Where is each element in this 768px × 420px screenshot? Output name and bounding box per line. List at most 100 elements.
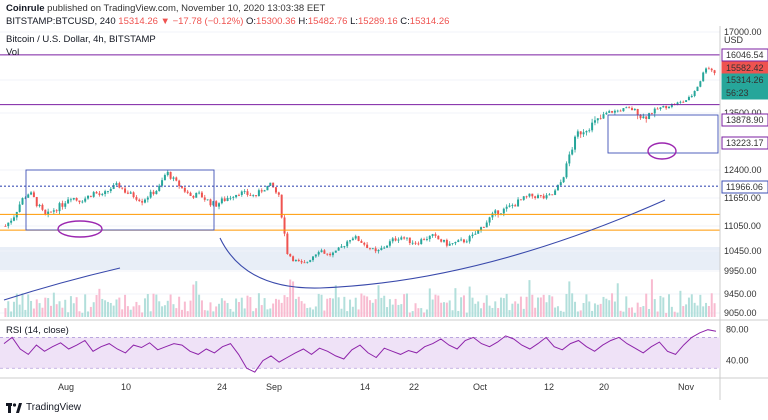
volume-bar	[124, 294, 127, 317]
volume-bar	[346, 311, 349, 317]
candle-body	[72, 197, 75, 200]
candle-body	[630, 108, 633, 111]
candle-body	[565, 163, 568, 178]
volume-bar	[608, 300, 611, 317]
volume-bar	[183, 301, 186, 317]
volume-bar	[596, 304, 599, 317]
candle-body	[551, 194, 554, 196]
volume-bar	[149, 311, 152, 317]
price-tag-box[interactable]	[721, 136, 768, 150]
volume-bar	[146, 294, 149, 317]
volume-bar	[633, 312, 636, 317]
candle-body	[576, 131, 579, 137]
volume-bar	[200, 300, 203, 317]
candle-body	[608, 111, 611, 113]
price-pane[interactable]	[0, 26, 720, 318]
volume-bar	[591, 310, 594, 317]
price-tag-box[interactable]	[721, 86, 768, 100]
candle-body	[522, 196, 525, 200]
candle-body	[528, 193, 531, 197]
tradingview-footer[interactable]: TradingView	[6, 401, 81, 415]
volume-bar	[143, 298, 146, 317]
candle-body	[323, 250, 326, 254]
candle-body	[386, 245, 389, 248]
candle-body	[502, 208, 505, 214]
volume-bar	[81, 312, 84, 317]
volume-bar	[223, 300, 226, 317]
trend-curve-left[interactable]	[3, 267, 121, 301]
volume-bar	[32, 308, 35, 317]
volume-bar	[656, 311, 659, 317]
candle-body	[468, 236, 471, 242]
volume-bar	[243, 308, 246, 317]
volume-bar	[585, 294, 588, 317]
range-box-aug[interactable]	[25, 169, 215, 231]
candle-body	[636, 108, 639, 116]
candle-body	[189, 192, 192, 196]
candle-body	[249, 194, 252, 196]
candle-body	[531, 193, 534, 197]
volume-bar	[218, 303, 221, 317]
candle-body	[166, 171, 169, 176]
candle-body	[556, 185, 559, 191]
close-label: C:	[400, 16, 410, 27]
candle-body	[337, 247, 340, 251]
volume-bar	[300, 301, 303, 317]
highlight-ellipse-oct[interactable]	[647, 142, 677, 160]
volume-bar	[491, 307, 494, 317]
candle-body	[377, 250, 380, 252]
candle-body	[653, 108, 656, 114]
volume-bar	[471, 297, 474, 317]
candle-body	[112, 185, 115, 189]
price-tag-box[interactable]	[721, 48, 768, 62]
author-name[interactable]: Coinrule	[6, 3, 45, 14]
candle-body	[237, 194, 240, 196]
candle-body	[269, 182, 272, 186]
candle-body	[650, 113, 653, 114]
cup-curve[interactable]	[219, 199, 666, 289]
volume-bar	[329, 297, 332, 317]
candle-body	[579, 131, 582, 135]
volume-bar	[574, 301, 577, 317]
volume-bar	[414, 303, 417, 317]
candle-body	[320, 250, 323, 253]
rsi-label: RSI (14, close)	[6, 325, 69, 336]
candle-body	[104, 191, 107, 194]
highlight-ellipse-aug[interactable]	[57, 220, 103, 238]
volume-bar	[303, 303, 306, 317]
candle-body	[471, 234, 474, 237]
candle-body	[437, 235, 440, 240]
volume-bar	[616, 283, 619, 317]
candle-body	[126, 192, 129, 194]
volume-bar	[445, 302, 448, 317]
candle-body	[443, 239, 446, 242]
price-tag-box[interactable]	[721, 180, 768, 194]
volume-bar	[121, 309, 124, 317]
volume-bar	[274, 298, 277, 317]
volume-bar	[440, 302, 443, 317]
candle-body	[699, 81, 702, 87]
volume-bar	[340, 308, 343, 317]
price-tag-box[interactable]	[721, 73, 768, 87]
time-axis[interactable]: Aug 10 24 Sep 14 22 Oct 12 20 Nov	[58, 382, 695, 392]
volume-bar	[155, 294, 158, 317]
volume-bar	[69, 296, 72, 317]
candle-body	[183, 187, 186, 192]
candle-body	[81, 201, 84, 203]
volume-bar	[232, 311, 235, 317]
volume-bar	[263, 298, 266, 317]
volume-bar	[405, 293, 408, 317]
candle-body	[181, 186, 183, 188]
price-tag-box[interactable]	[721, 113, 768, 127]
candle-body	[195, 192, 198, 198]
volume-bar	[565, 293, 568, 317]
range-box-oct[interactable]	[607, 114, 719, 154]
volume-bar	[7, 301, 10, 317]
candle-body	[411, 242, 414, 244]
drawings	[3, 114, 719, 301]
volume-bar	[593, 303, 596, 317]
rsi-tick-label: 80.00	[726, 325, 749, 335]
volume-bar	[255, 308, 258, 317]
volume-bar	[568, 281, 571, 317]
volume-bar	[67, 312, 70, 317]
